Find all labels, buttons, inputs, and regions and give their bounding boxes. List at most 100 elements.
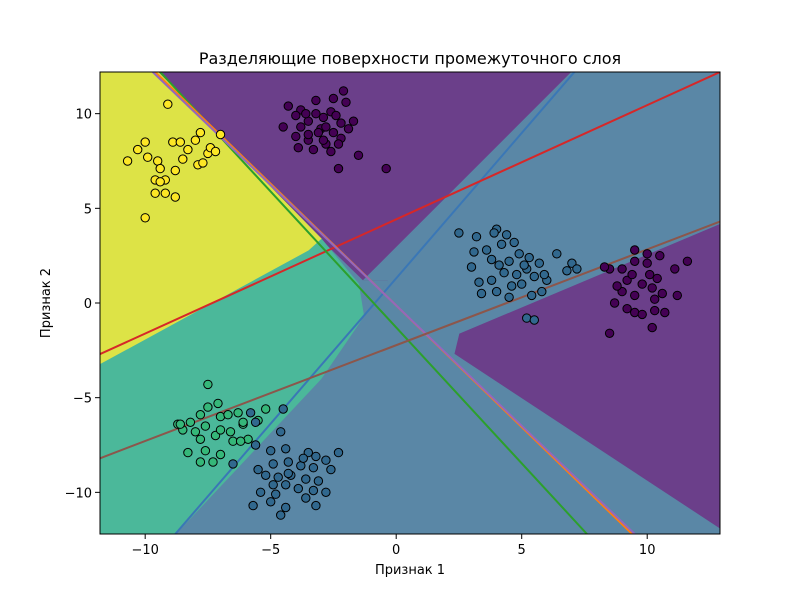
y-tick-label: 5	[84, 202, 92, 217]
point-green-left-28	[235, 436, 246, 446]
point-purple-top-31	[278, 122, 288, 132]
point-yellow-17	[170, 165, 181, 176]
point-purple-top-27	[333, 139, 344, 149]
point-green-left-16	[200, 446, 211, 456]
point-blue-bottom-36	[283, 468, 293, 479]
point-yellow-26	[210, 146, 221, 157]
point-yellow-21	[122, 156, 133, 166]
point-green-left-18	[215, 449, 226, 460]
point-blue-bottom-11	[268, 459, 278, 469]
point-purple-right-14	[630, 290, 640, 301]
point-blue-bottom-26	[321, 487, 331, 497]
point-blue-right-26	[572, 264, 582, 274]
point-purple-top-28	[348, 116, 359, 126]
line-red	[100, 72, 720, 356]
point-green-left-3	[195, 410, 206, 420]
separating-lines	[100, 72, 720, 534]
point-purple-right-12	[647, 283, 657, 293]
point-blue-right-34	[539, 269, 549, 280]
point-green-left-8	[200, 421, 211, 431]
point-blue-bottom-31	[248, 500, 258, 511]
point-purple-top-23	[291, 110, 301, 121]
point-purple-top-19	[313, 127, 324, 138]
point-blue-bottom-18	[273, 472, 283, 482]
point-purple-top-15	[326, 146, 336, 157]
point-blue-right-20	[474, 277, 484, 287]
point-blue-bottom-17	[261, 470, 271, 480]
point-purple-top-9	[328, 127, 339, 138]
point-blue-bottom-22	[268, 480, 278, 490]
point-yellow-22	[150, 188, 160, 198]
point-purple-top-26	[303, 129, 313, 140]
x-tick-label: −10	[131, 543, 158, 558]
point-green-left-11	[195, 434, 206, 444]
region-class-3-4	[100, 72, 322, 365]
point-yellow-9	[183, 144, 193, 155]
point-blue-right-7	[469, 247, 479, 257]
point-blue-right-11	[514, 249, 524, 259]
point-yellow-23	[160, 188, 171, 198]
point-blue-bottom-4	[250, 440, 261, 450]
y-tick-label: −10	[65, 486, 92, 501]
point-blue-right-18	[507, 281, 517, 291]
point-blue-bottom-1	[245, 408, 256, 418]
point-blue-right-19	[486, 275, 497, 285]
y-axis-ticks: −10 −5 0 5 10	[65, 108, 100, 501]
point-purple-right-3	[655, 251, 665, 261]
point-yellow-14	[178, 154, 188, 164]
point-blue-bottom-10	[333, 447, 344, 458]
point-blue-bottom-29	[266, 497, 276, 507]
point-purple-top-20	[338, 86, 349, 96]
region-class-1-2	[174, 72, 720, 534]
x-axis-label: Признак 1	[375, 563, 445, 578]
point-purple-top-29	[293, 143, 303, 153]
point-purple-top-3	[311, 109, 321, 119]
point-yellow-0	[163, 99, 173, 109]
point-purple-right-25	[604, 328, 615, 338]
point-blue-bottom-25	[308, 485, 319, 496]
point-purple-top-22	[311, 95, 321, 106]
point-purple-top-16	[353, 150, 364, 161]
point-blue-right-32	[529, 315, 539, 325]
point-purple-right-24	[647, 322, 657, 333]
point-blue-right-9	[494, 260, 504, 270]
point-blue-right-0	[454, 228, 464, 238]
point-purple-right-0	[630, 245, 640, 255]
point-purple-right-28	[652, 273, 662, 284]
point-blue-right-5	[496, 239, 507, 250]
point-blue-right-30	[476, 288, 487, 299]
point-green-left-23	[261, 404, 271, 414]
point-purple-top-33	[301, 109, 311, 119]
point-blue-bottom-5	[266, 446, 276, 456]
point-blue-right-1	[471, 232, 482, 242]
line-brown	[100, 220, 720, 460]
point-purple-top-18	[381, 163, 391, 174]
point-yellow-16	[198, 158, 208, 168]
point-blue-bottom-15	[326, 464, 336, 475]
point-blue-right-12	[524, 252, 534, 263]
point-blue-right-36	[489, 228, 499, 238]
point-green-left-27	[175, 419, 186, 429]
point-blue-bottom-28	[271, 489, 281, 499]
y-tick-label: 0	[84, 297, 92, 312]
point-purple-top-10	[291, 131, 301, 142]
point-blue-bottom-33	[311, 500, 321, 511]
x-tick-label: 10	[639, 543, 656, 558]
point-green-left-17	[183, 447, 193, 458]
point-blue-right-16	[512, 269, 522, 280]
point-purple-top-25	[321, 122, 331, 132]
point-blue-bottom-37	[298, 453, 308, 463]
point-blue-right-27	[537, 286, 547, 297]
point-blue-right-22	[529, 271, 539, 282]
point-blue-bottom-24	[293, 483, 303, 494]
y-axis-label: Признак 2	[39, 268, 54, 338]
point-blue-bottom-8	[311, 451, 321, 462]
point-blue-bottom-14	[308, 463, 319, 473]
point-purple-right-15	[650, 294, 660, 304]
point-blue-right-37	[519, 260, 529, 270]
point-yellow-3	[140, 137, 150, 147]
point-purple-top-30	[318, 135, 329, 145]
point-purple-right-10	[645, 269, 655, 280]
point-purple-right-5	[682, 256, 693, 266]
